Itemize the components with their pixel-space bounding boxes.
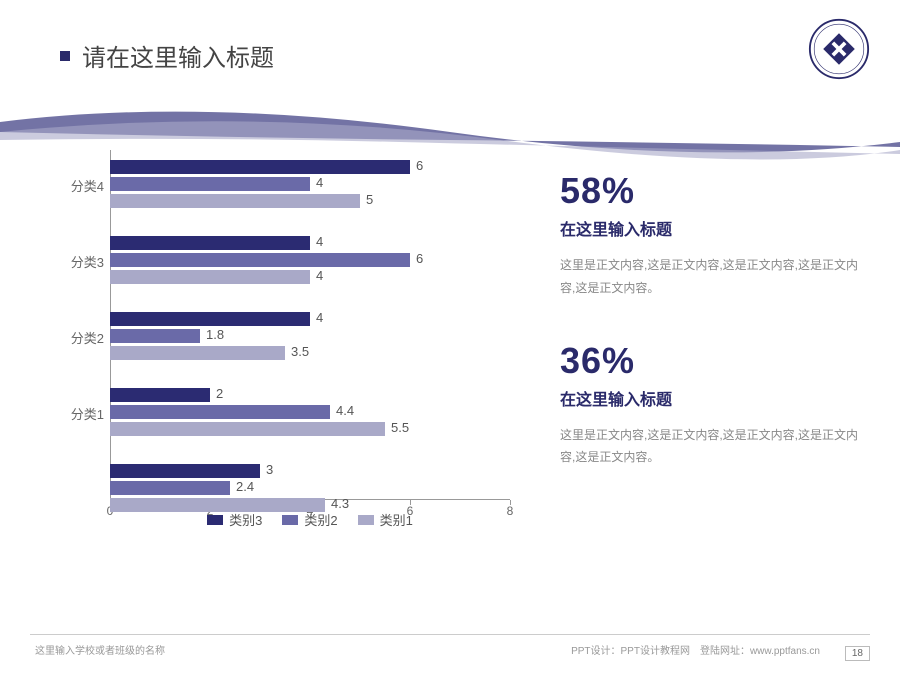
stat-percent: 58% [560, 170, 860, 212]
bar: 4 [110, 236, 310, 250]
legend-swatch-icon [358, 515, 374, 525]
school-logo-icon [808, 18, 870, 80]
stat-block-2: 36% 在这里输入标题 这里是正文内容,这是正文内容,这是正文内容,这是正文内容… [560, 340, 860, 470]
bar: 3 [110, 464, 260, 478]
slide: 请在这里输入标题 02468分类4645分类3464分类241.83.5分类12… [0, 0, 900, 675]
footer-left-text: 这里输入学校或者班级的名称 [35, 642, 165, 657]
bar-value-label: 6 [410, 158, 423, 173]
chart-plot: 02468分类4645分类3464分类241.83.5分类124.45.532.… [60, 150, 520, 500]
bar-value-label: 5 [360, 192, 373, 207]
bar: 2 [110, 388, 210, 402]
bar: 4 [110, 270, 310, 284]
category-label: 分类2 [60, 328, 104, 347]
footer-right-text: PPT设计：PPT设计教程网 登陆网址：www.pptfans.cn [571, 642, 820, 657]
bar-value-label: 5.5 [385, 420, 409, 435]
bar-value-label: 4.3 [325, 496, 349, 511]
legend-label: 类别3 [229, 510, 262, 529]
footer-divider [30, 634, 870, 635]
bar: 6 [110, 253, 410, 267]
bar: 5.5 [110, 422, 385, 436]
title-bullet-icon [60, 51, 70, 61]
bar: 3.5 [110, 346, 285, 360]
category-label: 分类1 [60, 404, 104, 423]
bar-value-label: 2.4 [230, 479, 254, 494]
bar-value-label: 3.5 [285, 344, 309, 359]
chart-legend: 类别3 类别2 类别1 [110, 510, 510, 530]
legend-item: 类别3 [207, 510, 262, 529]
bar: 5 [110, 194, 360, 208]
stat-body: 这里是正文内容,这是正文内容,这是正文内容,这是正文内容,这是正文内容。 [560, 424, 860, 470]
slide-title: 请在这里输入标题 [82, 38, 274, 73]
bar-value-label: 4.4 [330, 403, 354, 418]
legend-item: 类别1 [358, 510, 413, 529]
stat-block-1: 58% 在这里输入标题 这里是正文内容,这是正文内容,这是正文内容,这是正文内容… [560, 170, 860, 300]
legend-label: 类别1 [380, 510, 413, 529]
bar-value-label: 4 [310, 310, 323, 325]
legend-item: 类别2 [282, 510, 337, 529]
bar-value-label: 1.8 [200, 327, 224, 342]
title-row: 请在这里输入标题 [60, 38, 274, 73]
bar-value-label: 4 [310, 268, 323, 283]
bar-value-label: 2 [210, 386, 223, 401]
category-label: 分类4 [60, 176, 104, 195]
stat-body: 这里是正文内容,这是正文内容,这是正文内容,这是正文内容,这是正文内容。 [560, 254, 860, 300]
bar-value-label: 3 [260, 462, 273, 477]
bar-value-label: 4 [310, 234, 323, 249]
legend-swatch-icon [282, 515, 298, 525]
bar: 2.4 [110, 481, 230, 495]
bar-chart: 02468分类4645分类3464分类241.83.5分类124.45.532.… [60, 150, 520, 580]
bar: 4 [110, 177, 310, 191]
bar-value-label: 4 [310, 175, 323, 190]
category-label: 分类3 [60, 252, 104, 271]
stats-column: 58% 在这里输入标题 这里是正文内容,这是正文内容,这是正文内容,这是正文内容… [560, 170, 860, 509]
bar: 4.4 [110, 405, 330, 419]
bar-value-label: 6 [410, 251, 423, 266]
legend-label: 类别2 [304, 510, 337, 529]
page-number: 18 [845, 646, 870, 661]
stat-title: 在这里输入标题 [560, 386, 860, 410]
bar: 6 [110, 160, 410, 174]
legend-swatch-icon [207, 515, 223, 525]
bar: 4 [110, 312, 310, 326]
stat-title: 在这里输入标题 [560, 216, 860, 240]
bar: 1.8 [110, 329, 200, 343]
stat-percent: 36% [560, 340, 860, 382]
